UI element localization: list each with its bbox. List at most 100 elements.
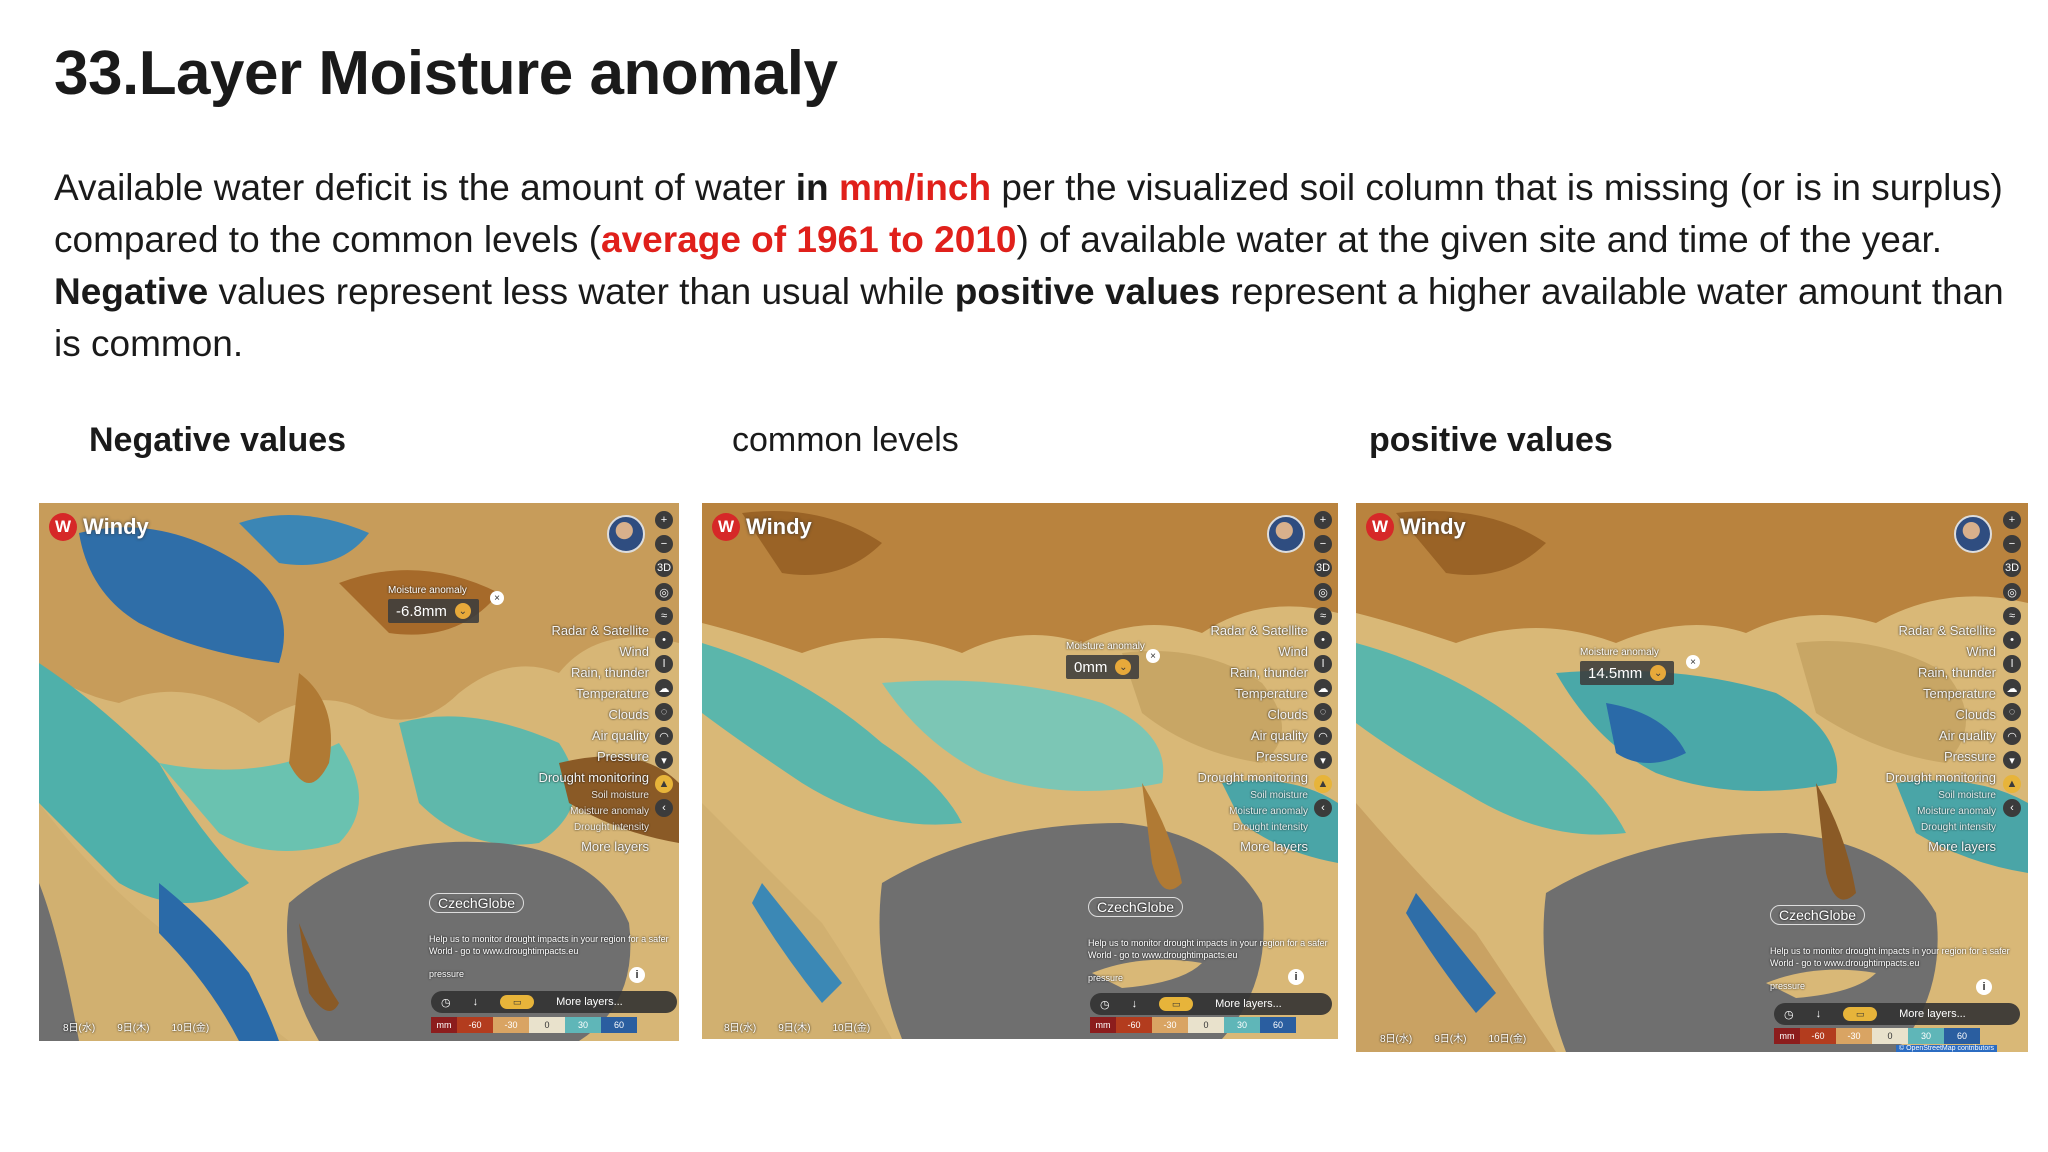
avatar[interactable] [607,515,645,553]
sublayer-soil-moisture[interactable]: Soil moisture [1938,790,1996,801]
play-icon[interactable]: ◷ [1784,1008,1794,1021]
layer-air-quality[interactable]: Air quality [1938,728,1996,743]
layer-pressure[interactable]: Pressure [1943,749,1996,764]
temperature-icon[interactable]: ǀ [2003,655,2021,673]
chevron-down-icon[interactable]: ⌄ [454,603,471,619]
windy-logo[interactable]: W Windy [1366,513,1466,541]
avatar[interactable] [1954,515,1992,553]
windy-logo[interactable]: W Windy [712,513,812,541]
radar-icon[interactable]: ◎ [655,583,673,601]
drought-icon[interactable]: ▾ [2003,751,2021,769]
clouds-icon[interactable]: ☁ [2003,679,2021,697]
info-icon[interactable]: i [1288,969,1304,985]
map-panel-positive[interactable]: W Windy + − 3D ◎ ≈ • ǀ ☁ ◌ ◠ ▾ ▲ ‹ Radar… [1356,503,2028,1052]
map-view[interactable] [1356,503,2028,1052]
download-icon[interactable]: ↓ [472,996,479,1008]
sublayer-moisture-anomaly[interactable]: Moisture anomaly [1229,806,1308,817]
day-label[interactable]: 9日(木) [1434,1034,1467,1045]
info-icon[interactable]: i [629,967,645,983]
chevron-down-icon[interactable]: ⌄ [1650,665,1667,681]
layer-clouds[interactable]: Clouds [1955,707,1996,722]
layer-drought[interactable]: Drought monitoring [1885,770,1996,785]
layer-radar[interactable]: Radar & Satellite [1210,623,1308,638]
wind-icon[interactable]: ≈ [655,607,673,625]
value-popup[interactable]: -6.8mm ⌄ [388,599,479,623]
day-label[interactable]: 8日(水) [63,1023,96,1034]
zoom-in-icon[interactable]: + [1314,511,1332,529]
avatar[interactable] [1267,515,1305,553]
czechglobe-badge[interactable]: CzechGlobe [1088,897,1184,917]
layer-clouds[interactable]: Clouds [1267,707,1308,722]
zoom-in-icon[interactable]: + [2003,511,2021,529]
day-label[interactable]: 8日(水) [1380,1034,1413,1045]
air-quality-icon[interactable]: ◌ [655,703,673,721]
value-popup[interactable]: 14.5mm ⌄ [1580,661,1675,685]
3d-icon[interactable]: 3D [2003,559,2021,577]
layer-rain[interactable]: Rain, thunder [1917,665,1996,680]
close-icon[interactable]: × [1686,655,1700,669]
bar-more-layers[interactable]: More layers... [1215,998,1282,1010]
air-quality-icon[interactable]: ◌ [1314,703,1332,721]
layer-pressure[interactable]: Pressure [1255,749,1308,764]
map-panel-negative[interactable]: W Windy + − 3D ◎ ≈ • ǀ ☁ ◌ ◠ ▾ ▲ ‹ Radar… [39,503,679,1041]
temperature-icon[interactable]: ǀ [1314,655,1332,673]
zoom-out-icon[interactable]: − [1314,535,1332,553]
map-panel-common[interactable]: W Windy + − 3D ◎ ≈ • ǀ ☁ ◌ ◠ ▾ ▲ ‹ Radar… [702,503,1338,1039]
czechglobe-badge[interactable]: CzechGlobe [429,893,525,913]
layer-radar[interactable]: Radar & Satellite [1898,623,1996,638]
layer-more[interactable]: More layers [581,839,649,854]
download-icon[interactable]: ↓ [1815,1008,1822,1020]
play-icon[interactable]: ◷ [441,996,451,1009]
day-label[interactable]: 9日(木) [778,1023,811,1034]
pressure-icon[interactable]: ◠ [2003,727,2021,745]
moisture-anomaly-icon[interactable]: ▲ [2003,775,2021,793]
download-icon[interactable]: ↓ [1131,998,1138,1010]
day-label[interactable]: 10日(金) [832,1023,871,1034]
moisture-anomaly-icon[interactable]: ▲ [1314,775,1332,793]
sublayer-moisture-anomaly[interactable]: Moisture anomaly [570,806,649,817]
info-icon[interactable]: i [1976,979,1992,995]
toggle-icon[interactable]: ▭ [1159,997,1194,1011]
zoom-in-icon[interactable]: + [655,511,673,529]
more-layers-icon[interactable]: ‹ [2003,799,2021,817]
map-view[interactable] [702,503,1338,1039]
sublayer-soil-moisture[interactable]: Soil moisture [591,790,649,801]
play-icon[interactable]: ◷ [1100,998,1110,1011]
map-view[interactable] [39,503,679,1041]
radar-icon[interactable]: ◎ [1314,583,1332,601]
layer-clouds[interactable]: Clouds [608,707,649,722]
pressure-icon[interactable]: ◠ [1314,727,1332,745]
sublayer-drought-intensity[interactable]: Drought intensity [1920,822,1996,833]
3d-icon[interactable]: 3D [1314,559,1332,577]
layer-temperature[interactable]: Temperature [576,686,649,701]
close-icon[interactable]: × [1146,649,1160,663]
pressure-icon[interactable]: ◠ [655,727,673,745]
pressure-toggle[interactable]: pressure [1088,973,1124,983]
toggle-icon[interactable]: ▭ [500,995,535,1009]
layer-air-quality[interactable]: Air quality [591,728,649,743]
sublayer-drought-intensity[interactable]: Drought intensity [1232,822,1308,833]
windy-logo[interactable]: W Windy [49,513,149,541]
layer-wind[interactable]: Wind [1278,644,1308,659]
more-layers-icon[interactable]: ‹ [655,799,673,817]
layer-pressure[interactable]: Pressure [596,749,649,764]
clouds-icon[interactable]: ☁ [1314,679,1332,697]
pressure-toggle[interactable]: pressure [429,969,465,979]
rain-icon[interactable]: • [1314,631,1332,649]
layer-more[interactable]: More layers [1928,839,1996,854]
drought-icon[interactable]: ▾ [1314,751,1332,769]
3d-icon[interactable]: 3D [655,559,673,577]
wind-icon[interactable]: ≈ [1314,607,1332,625]
layer-drought[interactable]: Drought monitoring [1197,770,1308,785]
value-popup[interactable]: 0mm ⌄ [1066,655,1140,679]
layer-wind[interactable]: Wind [1966,644,1996,659]
layer-radar[interactable]: Radar & Satellite [551,623,649,638]
bar-more-layers[interactable]: More layers... [556,996,623,1008]
sublayer-soil-moisture[interactable]: Soil moisture [1250,790,1308,801]
temperature-icon[interactable]: ǀ [655,655,673,673]
layer-more[interactable]: More layers [1240,839,1308,854]
zoom-out-icon[interactable]: − [2003,535,2021,553]
layer-drought[interactable]: Drought monitoring [538,770,649,785]
layer-temperature[interactable]: Temperature [1923,686,1996,701]
sublayer-moisture-anomaly[interactable]: Moisture anomaly [1917,806,1996,817]
